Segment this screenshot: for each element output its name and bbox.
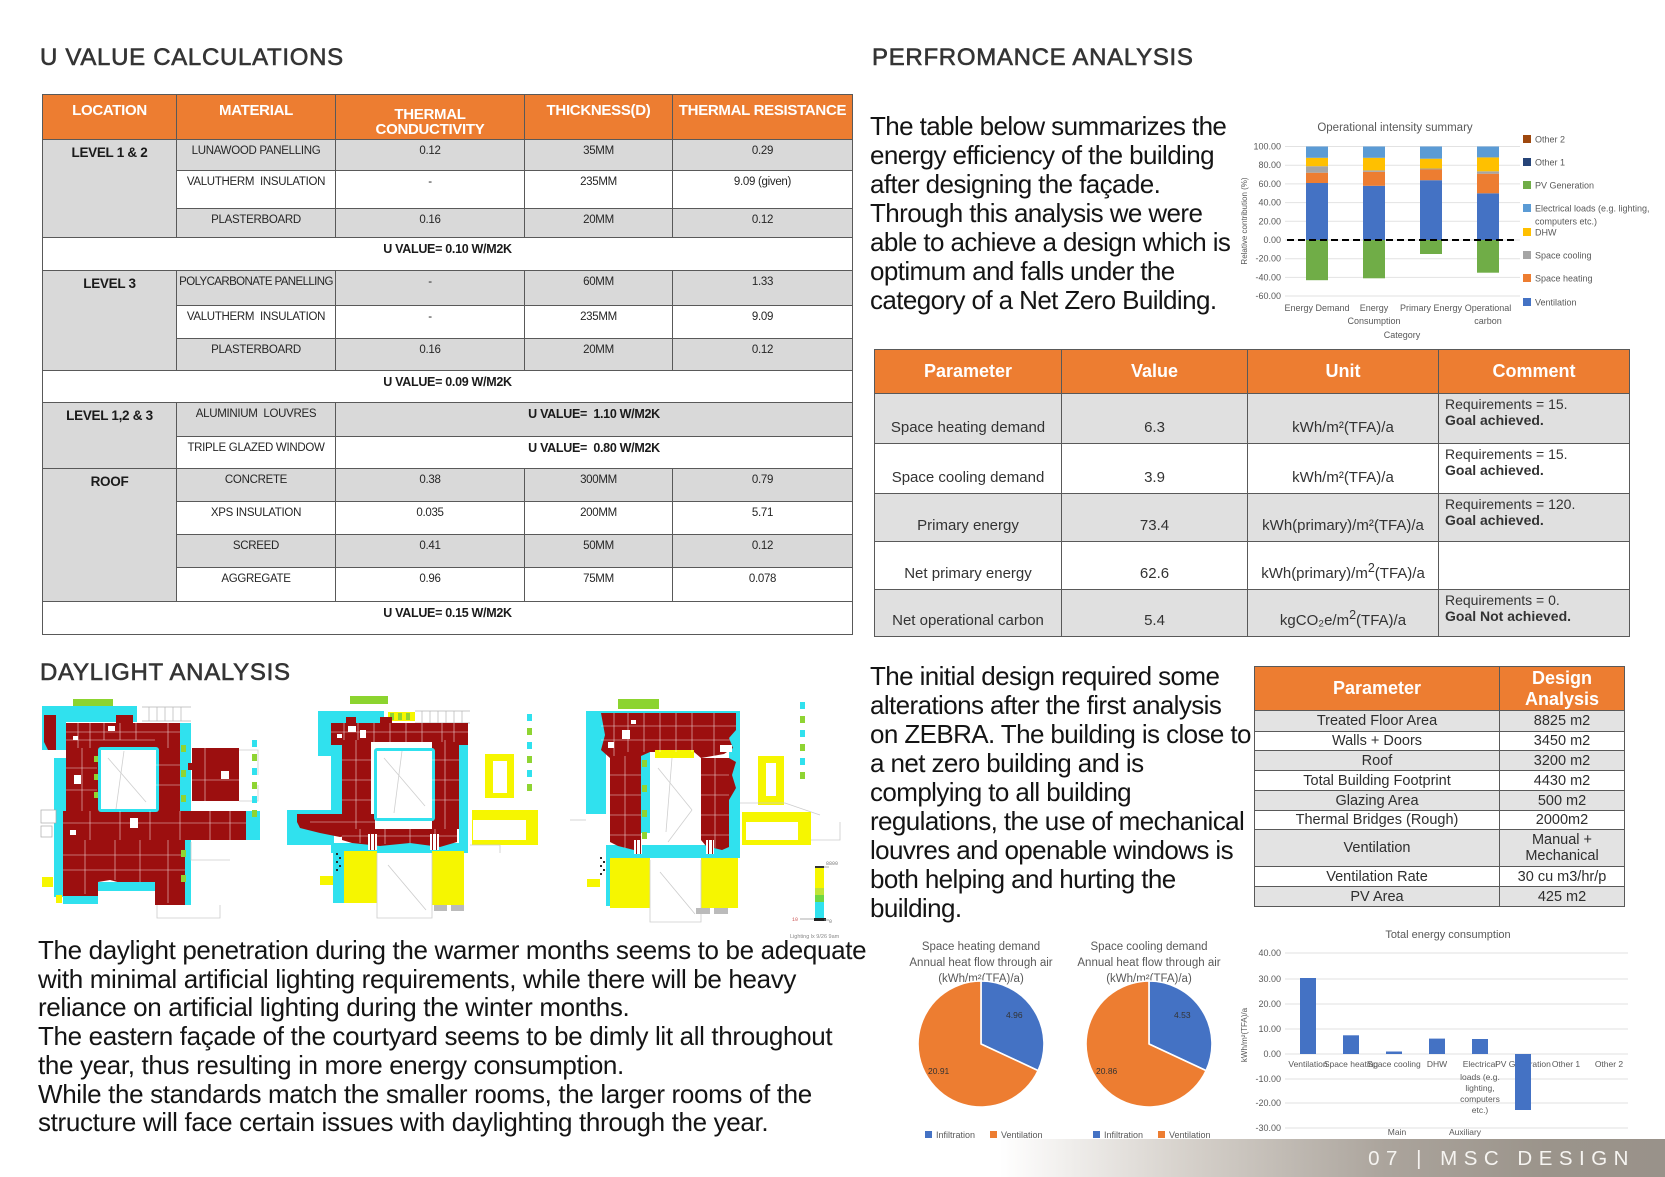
svg-text:0.00: 0.00	[1263, 235, 1281, 245]
svg-text:Operational intensity summary: Operational intensity summary	[1317, 122, 1473, 134]
svg-text:carbon: carbon	[1474, 316, 1502, 326]
svg-text:Other 1: Other 1	[1535, 158, 1565, 168]
svg-text:DHW: DHW	[1427, 1059, 1447, 1069]
svg-text:computers etc.): computers etc.)	[1535, 217, 1597, 227]
svg-text:10.00: 10.00	[1258, 1024, 1281, 1034]
svg-text:Infiltration: Infiltration	[1104, 1130, 1143, 1140]
svg-text:Total energy consumption: Total energy consumption	[1385, 929, 1510, 941]
svg-text:Annual heat flow through air: Annual heat flow through air	[1077, 957, 1220, 969]
svg-text:Other 2: Other 2	[1535, 135, 1565, 145]
svg-text:Primary Energy: Primary Energy	[1400, 303, 1463, 313]
svg-text:Ventilation: Ventilation	[1535, 298, 1577, 308]
svg-text:lighting,: lighting,	[1465, 1083, 1494, 1093]
svg-text:Category: Category	[1384, 330, 1421, 340]
svg-text:Annual heat flow through air: Annual heat flow through air	[909, 957, 1052, 969]
svg-text:Other 2: Other 2	[1595, 1059, 1624, 1069]
svg-text:Space heating demand: Space heating demand	[922, 941, 1040, 953]
svg-text:Ventilation: Ventilation	[1001, 1130, 1043, 1140]
svg-text:kWh/m²(TFA)/a: kWh/m²(TFA)/a	[1240, 1007, 1249, 1062]
svg-text:Space heating: Space heating	[1324, 1059, 1379, 1069]
svg-text:Operational: Operational	[1465, 303, 1512, 313]
svg-text:30.00: 30.00	[1258, 974, 1281, 984]
svg-text:(kWh/m²(TFA)/a): (kWh/m²(TFA)/a)	[938, 973, 1024, 985]
svg-text:-40.00: -40.00	[1255, 272, 1281, 282]
svg-text:20.00: 20.00	[1258, 999, 1281, 1009]
svg-text:8800: 8800	[826, 861, 838, 867]
svg-text:Energy Demand: Energy Demand	[1284, 303, 1349, 313]
svg-text:60.00: 60.00	[1258, 179, 1281, 189]
svg-text:-30.00: -30.00	[1255, 1123, 1281, 1133]
svg-text:0: 0	[829, 919, 832, 925]
svg-text:Space cooling: Space cooling	[1367, 1059, 1421, 1069]
svg-text:Ventilation: Ventilation	[1169, 1130, 1211, 1140]
svg-text:10: 10	[792, 917, 798, 923]
svg-text:20.86: 20.86	[1096, 1066, 1118, 1076]
svg-text:40.00: 40.00	[1258, 198, 1281, 208]
svg-text:20.91: 20.91	[928, 1066, 950, 1076]
svg-text:Energy: Energy	[1360, 303, 1389, 313]
svg-text:-60.00: -60.00	[1255, 291, 1281, 301]
svg-text:Space cooling: Space cooling	[1535, 251, 1592, 261]
svg-text:Space cooling demand: Space cooling demand	[1091, 941, 1208, 953]
svg-text:40.00: 40.00	[1258, 948, 1281, 958]
svg-text:-20.00: -20.00	[1255, 254, 1281, 264]
svg-text:(kWh/m²(TFA)/a): (kWh/m²(TFA)/a)	[1106, 973, 1192, 985]
svg-text:Lighting lx 9/26 9am: Lighting lx 9/26 9am	[790, 934, 840, 940]
svg-text:-10.00: -10.00	[1255, 1074, 1281, 1084]
svg-text:-20.00: -20.00	[1255, 1098, 1281, 1108]
svg-text:Ventilation: Ventilation	[1288, 1059, 1327, 1069]
svg-text:Space heating: Space heating	[1535, 274, 1593, 284]
svg-text:4.53: 4.53	[1174, 1010, 1191, 1020]
svg-text:Infiltration: Infiltration	[936, 1130, 975, 1140]
svg-text:computers: computers	[1460, 1094, 1500, 1104]
svg-text:4.96: 4.96	[1006, 1010, 1023, 1020]
svg-text:DHW: DHW	[1535, 228, 1557, 238]
svg-text:etc.): etc.)	[1472, 1105, 1489, 1115]
svg-text:loads (e.g.: loads (e.g.	[1460, 1072, 1500, 1082]
svg-text:Auxiliary: Auxiliary	[1449, 1127, 1482, 1137]
svg-text:Other 1: Other 1	[1552, 1059, 1581, 1069]
svg-text:Electrical loads (e.g. lightin: Electrical loads (e.g. lighting,	[1535, 204, 1650, 214]
svg-text:0.00: 0.00	[1263, 1049, 1281, 1059]
svg-text:PV Generation: PV Generation	[1535, 181, 1594, 191]
svg-text:80.00: 80.00	[1258, 160, 1281, 170]
svg-text:Electrical: Electrical	[1463, 1059, 1498, 1069]
svg-text:Consumption: Consumption	[1347, 316, 1400, 326]
svg-text:Main: Main	[1388, 1127, 1407, 1137]
svg-text:20.00: 20.00	[1258, 216, 1281, 226]
svg-text:100.00: 100.00	[1253, 142, 1281, 152]
svg-text:Relative contribution (%): Relative contribution (%)	[1240, 177, 1249, 264]
